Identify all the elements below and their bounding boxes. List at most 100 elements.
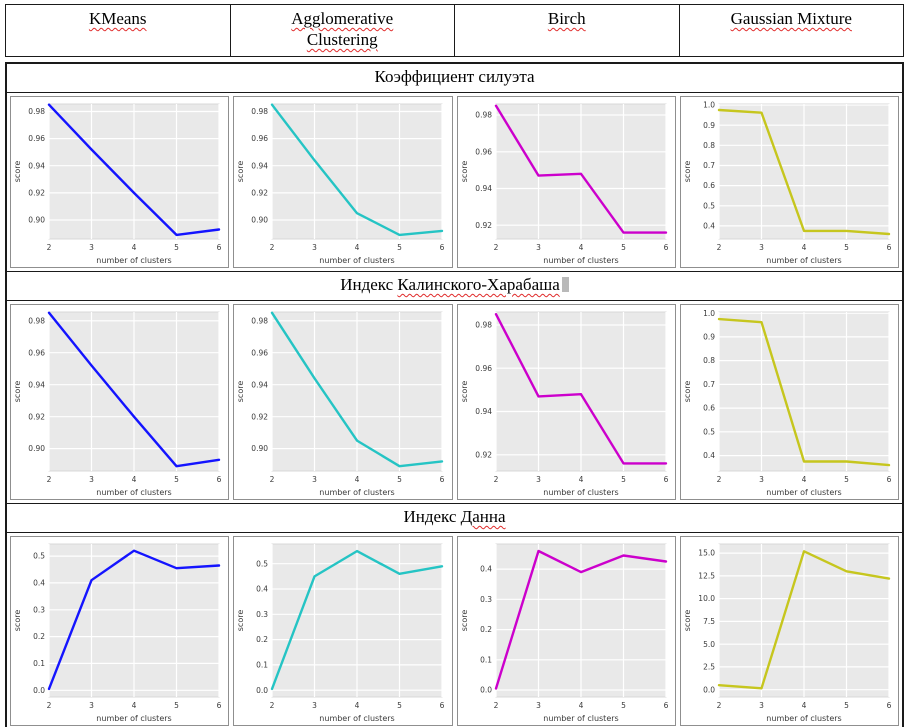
svg-text:6: 6 <box>663 243 668 252</box>
svg-text:4: 4 <box>132 475 137 484</box>
section-title-dunn-marked: Данна <box>460 507 506 526</box>
svg-text:0.96: 0.96 <box>252 134 269 143</box>
svg-text:score: score <box>460 161 469 183</box>
svg-text:0.92: 0.92 <box>252 189 269 198</box>
chart-dunn-gaussian-mixture[interactable]: 2 3 4 5 6 0.0 2.5 5.0 7.5 10.0 12.5 15.0 number of c… <box>679 536 899 726</box>
svg-text:6: 6 <box>663 701 668 710</box>
svg-text:5: 5 <box>397 475 402 484</box>
svg-text:5: 5 <box>844 475 849 484</box>
chart-dunn-kmeans[interactable]: 2 3 4 5 6 0.0 0.1 0.2 0.3 0.4 0.5 number of cluster… <box>10 536 230 726</box>
svg-text:0.98: 0.98 <box>252 107 269 116</box>
column-header-birch-label: Birch <box>547 9 586 28</box>
section-title-calinski-text: Индекс <box>340 275 398 294</box>
svg-text:2: 2 <box>47 701 52 710</box>
svg-text:5.0: 5.0 <box>703 640 715 649</box>
section-title-calinski-marked: Калинского-Харабаша <box>397 275 560 294</box>
column-header-birch[interactable]: Birch <box>455 5 680 56</box>
svg-text:0.0: 0.0 <box>33 686 45 695</box>
svg-text:number of clusters: number of clusters <box>543 488 618 497</box>
svg-text:3: 3 <box>89 475 94 484</box>
chart-silhouette-kmeans[interactable]: 2 3 4 5 6 0.90 0.92 0.94 0.96 0.98 number of clust… <box>10 96 230 268</box>
svg-text:6: 6 <box>886 243 891 252</box>
text-cursor <box>561 277 569 292</box>
svg-text:2: 2 <box>270 243 275 252</box>
svg-text:5: 5 <box>621 475 626 484</box>
column-header-agglomerative[interactable]: Agglomerative Clustering <box>231 5 455 56</box>
svg-text:0.94: 0.94 <box>252 380 269 389</box>
section-title-silhouette[interactable]: Коэффициент силуэта <box>7 64 902 93</box>
svg-text:number of clusters: number of clusters <box>96 714 171 723</box>
svg-text:score: score <box>13 381 22 403</box>
chart-dunn-birch[interactable]: 2 3 4 5 6 0.0 0.1 0.2 0.3 0.4 number of clusters sc… <box>456 536 676 726</box>
section-title-dunn[interactable]: Индекс Данна <box>7 504 902 533</box>
svg-text:2: 2 <box>270 701 275 710</box>
svg-text:6: 6 <box>217 475 222 484</box>
svg-text:2: 2 <box>47 475 52 484</box>
svg-text:3: 3 <box>312 701 317 710</box>
section-title-silhouette-text: Коэффициент силуэта <box>374 67 535 86</box>
svg-text:number of clusters: number of clusters <box>543 256 618 265</box>
svg-text:2: 2 <box>493 243 498 252</box>
svg-text:0.5: 0.5 <box>33 552 45 561</box>
svg-text:0.98: 0.98 <box>28 316 45 325</box>
section-title-dunn-text: Индекс <box>403 507 461 526</box>
svg-text:4: 4 <box>801 243 806 252</box>
svg-text:4: 4 <box>578 243 583 252</box>
column-header-agglomerative-label: Agglomerative Clustering <box>291 9 394 49</box>
svg-text:0.96: 0.96 <box>252 348 269 357</box>
svg-text:number of clusters: number of clusters <box>320 714 395 723</box>
svg-text:0.90: 0.90 <box>252 444 269 453</box>
svg-text:0.96: 0.96 <box>475 147 492 156</box>
svg-text:5: 5 <box>397 701 402 710</box>
svg-text:number of clusters: number of clusters <box>766 256 841 265</box>
svg-text:0.2: 0.2 <box>256 635 268 644</box>
svg-text:0.5: 0.5 <box>703 427 715 436</box>
section-title-calinski-harabasz[interactable]: Индекс Калинского-Харабаша <box>7 272 902 301</box>
svg-text:number of clusters: number of clusters <box>543 714 618 723</box>
chart-calinski-birch[interactable]: 2 3 4 5 6 0.92 0.94 0.96 0.98 number of clusters s… <box>456 304 676 500</box>
svg-text:0.1: 0.1 <box>256 661 268 670</box>
svg-text:6: 6 <box>886 701 891 710</box>
column-header-kmeans-label: KMeans <box>88 9 147 28</box>
svg-text:score: score <box>683 381 692 403</box>
svg-text:3: 3 <box>312 243 317 252</box>
svg-text:score: score <box>683 161 692 183</box>
column-header-kmeans[interactable]: KMeans <box>6 5 231 56</box>
chart-row-silhouette: 2 3 4 5 6 0.90 0.92 0.94 0.96 0.98 number of clust… <box>7 93 902 272</box>
svg-text:0.6: 0.6 <box>703 404 715 413</box>
svg-text:0.1: 0.1 <box>33 659 45 668</box>
svg-text:0.92: 0.92 <box>28 412 45 421</box>
svg-text:5: 5 <box>621 243 626 252</box>
svg-text:2: 2 <box>716 475 721 484</box>
svg-text:0.4: 0.4 <box>703 451 715 460</box>
svg-text:1.0: 1.0 <box>703 309 715 318</box>
svg-text:0.9: 0.9 <box>703 333 715 342</box>
svg-text:4: 4 <box>355 243 360 252</box>
chart-dunn-agglomerative[interactable]: 2 3 4 5 6 0.0 0.1 0.2 0.3 0.4 0.5 number of cluster… <box>233 536 453 726</box>
svg-text:0.1: 0.1 <box>480 655 492 664</box>
svg-text:10.0: 10.0 <box>698 594 715 603</box>
column-header-gaussian-mixture[interactable]: Gaussian Mixture <box>680 5 904 56</box>
chart-calinski-gaussian-mixture[interactable]: 2 3 4 5 6 0.4 0.5 0.6 0.7 0.8 0.9 1.0 number of clus… <box>679 304 899 500</box>
svg-text:4: 4 <box>578 701 583 710</box>
svg-text:0.94: 0.94 <box>475 184 492 193</box>
svg-text:number of clusters: number of clusters <box>766 488 841 497</box>
svg-text:4: 4 <box>132 701 137 710</box>
svg-text:5: 5 <box>174 475 179 484</box>
svg-text:0.90: 0.90 <box>28 216 45 225</box>
svg-text:score: score <box>13 161 22 183</box>
svg-text:0.8: 0.8 <box>703 141 715 150</box>
chart-calinski-kmeans[interactable]: 2 3 4 5 6 0.90 0.92 0.94 0.96 0.98 number of clust… <box>10 304 230 500</box>
svg-text:0.98: 0.98 <box>475 321 492 330</box>
chart-row-dunn: 2 3 4 5 6 0.0 0.1 0.2 0.3 0.4 0.5 number of cluster… <box>7 533 902 727</box>
svg-text:0.98: 0.98 <box>475 111 492 120</box>
svg-text:0.92: 0.92 <box>475 450 492 459</box>
svg-text:0.5: 0.5 <box>703 201 715 210</box>
chart-calinski-agglomerative[interactable]: 2 3 4 5 6 0.90 0.92 0.94 0.96 0.98 number of clust… <box>233 304 453 500</box>
chart-silhouette-agglomerative[interactable]: 2 3 4 5 6 0.90 0.92 0.94 0.96 0.98 number of clust… <box>233 96 453 268</box>
chart-silhouette-birch[interactable]: 2 3 4 5 6 0.92 0.94 0.96 0.98 number of clusters s… <box>456 96 676 268</box>
chart-silhouette-gaussian-mixture[interactable]: 2 3 4 5 6 0.4 0.5 0.6 0.7 0.8 0.9 1.0 number of clus… <box>679 96 899 268</box>
svg-text:5: 5 <box>844 701 849 710</box>
svg-text:4: 4 <box>355 701 360 710</box>
